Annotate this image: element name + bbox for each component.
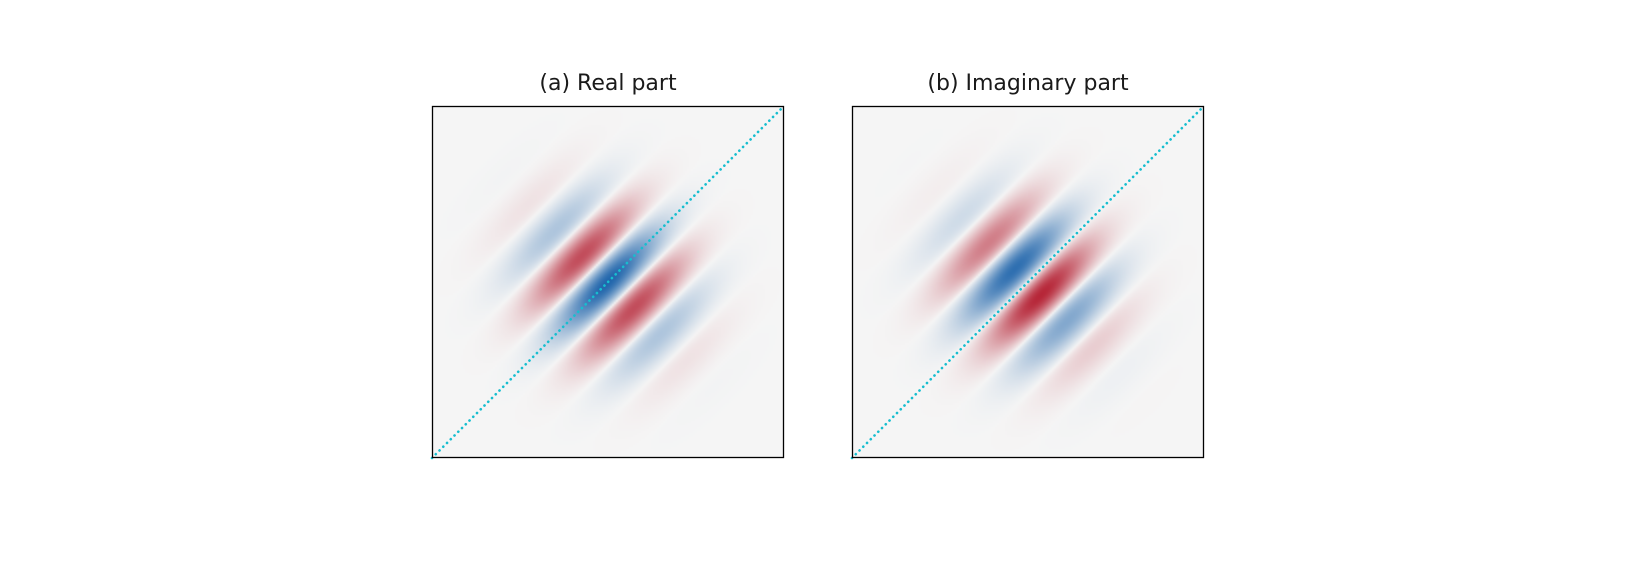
panel-title-real: (a) Real part: [539, 71, 677, 96]
plot-frame: [431, 105, 785, 459]
panel-real-part: (a) Real part: [430, 70, 786, 460]
panel-imaginary-part: (b) Imaginary part: [850, 70, 1206, 460]
diagonal-reference-line: [430, 104, 786, 460]
plot-frame: [851, 105, 1205, 459]
diagonal-reference-line: [850, 104, 1206, 460]
panel-title-imaginary: (b) Imaginary part: [927, 71, 1129, 96]
plot-real-part: [430, 104, 786, 460]
plot-imaginary-part: [850, 104, 1206, 460]
